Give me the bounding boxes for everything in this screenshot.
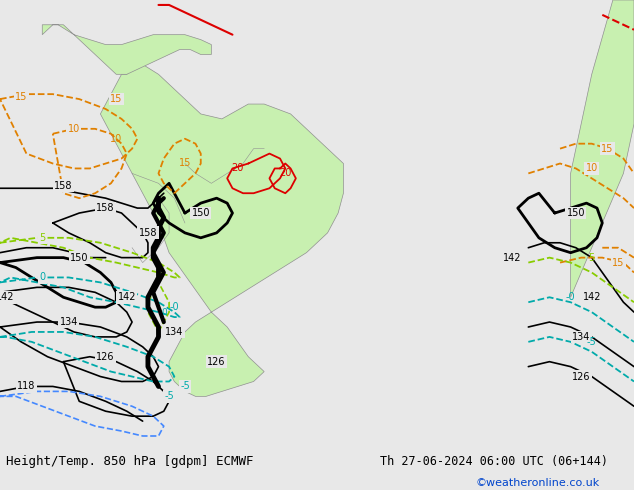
Text: Th 27-06-2024 06:00 UTC (06+144): Th 27-06-2024 06:00 UTC (06+144) <box>380 455 609 468</box>
Text: 150: 150 <box>70 253 89 263</box>
Text: 0: 0 <box>39 272 45 282</box>
Text: -5: -5 <box>164 392 174 401</box>
Text: -5: -5 <box>587 337 597 347</box>
Text: 158: 158 <box>139 228 157 238</box>
Text: -5: -5 <box>180 381 190 392</box>
Text: 15: 15 <box>602 144 614 154</box>
Text: ©weatheronline.co.uk: ©weatheronline.co.uk <box>476 478 600 489</box>
Text: -0: -0 <box>566 292 576 302</box>
Text: 134: 134 <box>572 332 590 342</box>
Text: 10: 10 <box>110 134 122 144</box>
Text: 158: 158 <box>96 203 115 213</box>
Text: 142: 142 <box>117 292 136 302</box>
Text: 150: 150 <box>567 208 585 218</box>
Text: 0: 0 <box>161 308 167 317</box>
Text: 150: 150 <box>191 208 210 218</box>
Text: 15: 15 <box>15 92 27 101</box>
Text: 5: 5 <box>39 233 46 243</box>
Text: 142: 142 <box>0 292 15 302</box>
Text: 118: 118 <box>17 381 36 392</box>
Text: 10: 10 <box>586 164 598 173</box>
Text: 134: 134 <box>165 327 183 337</box>
Polygon shape <box>571 0 634 297</box>
Polygon shape <box>100 64 344 396</box>
Text: 126: 126 <box>207 357 226 367</box>
Polygon shape <box>42 25 211 74</box>
Text: -0: -0 <box>169 302 179 312</box>
Text: 142: 142 <box>583 292 601 302</box>
Text: 126: 126 <box>572 371 590 382</box>
Text: 15: 15 <box>179 158 191 169</box>
Text: 134: 134 <box>60 317 78 327</box>
Text: 10: 10 <box>68 124 80 134</box>
Text: Height/Temp. 850 hPa [gdpm] ECMWF: Height/Temp. 850 hPa [gdpm] ECMWF <box>6 455 254 468</box>
Text: 126: 126 <box>96 352 115 362</box>
Text: 158: 158 <box>54 181 73 191</box>
Text: 20: 20 <box>279 169 292 178</box>
Text: 142: 142 <box>503 253 522 263</box>
Text: 15: 15 <box>612 258 624 268</box>
Text: 20: 20 <box>231 164 244 173</box>
Text: 15: 15 <box>110 94 122 104</box>
Text: 5: 5 <box>588 253 595 263</box>
